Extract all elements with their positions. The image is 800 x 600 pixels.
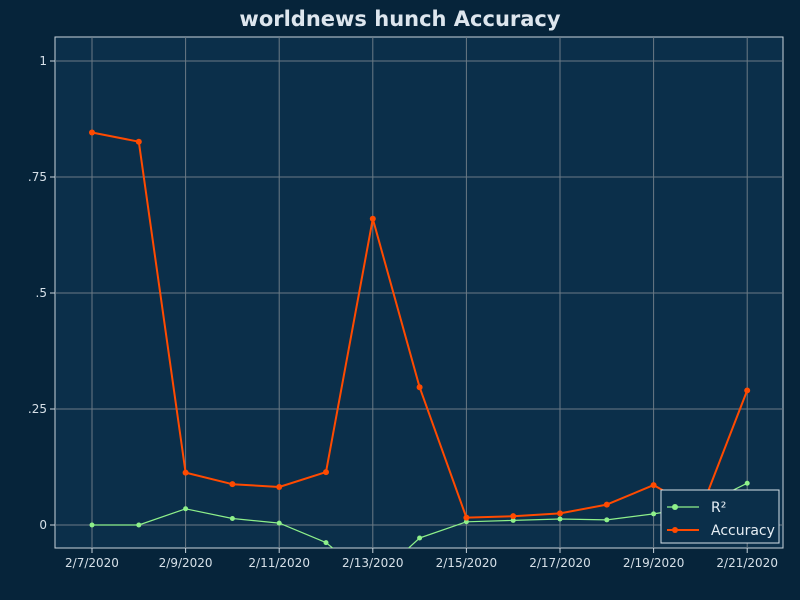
data-point bbox=[89, 129, 95, 136]
data-point bbox=[417, 535, 423, 541]
data-point bbox=[183, 506, 189, 512]
legend-item: R² bbox=[667, 500, 726, 516]
y-axis: 0 .25 .5 .75 1 bbox=[28, 54, 55, 532]
legend-box bbox=[660, 489, 780, 544]
data-point bbox=[744, 387, 751, 394]
x-tick-label: 2/9/2020 bbox=[159, 556, 213, 570]
data-point bbox=[89, 522, 95, 528]
data-point bbox=[229, 516, 235, 522]
x-tick-label: 2/13/2020 bbox=[342, 556, 404, 570]
data-point bbox=[603, 501, 610, 508]
legend-label: R² bbox=[711, 500, 726, 516]
data-point bbox=[463, 514, 470, 521]
x-tick-label: 2/19/2020 bbox=[623, 556, 685, 570]
y-tick-label: 0 bbox=[39, 518, 47, 532]
legend-label: Accuracy bbox=[711, 523, 775, 539]
data-point bbox=[276, 483, 283, 490]
series-layer bbox=[89, 129, 751, 583]
data-point bbox=[370, 578, 375, 583]
data-point bbox=[510, 517, 516, 523]
data-point bbox=[557, 510, 563, 517]
data-point bbox=[323, 540, 329, 546]
data-point bbox=[323, 469, 329, 476]
data-point bbox=[651, 511, 657, 517]
series-r-squared bbox=[89, 480, 750, 583]
data-point bbox=[650, 482, 657, 489]
y-tick-label: .5 bbox=[36, 286, 47, 300]
y-tick-label: .25 bbox=[28, 402, 47, 416]
x-tick-label: 2/11/2020 bbox=[248, 556, 310, 570]
data-point bbox=[182, 469, 189, 476]
x-tick-label: 2/21/2020 bbox=[716, 556, 778, 570]
y-tick-label: .75 bbox=[28, 170, 47, 184]
x-axis: 2/7/2020 2/9/2020 2/11/2020 2/13/2020 2/15/2… bbox=[65, 548, 778, 570]
data-point bbox=[416, 384, 423, 391]
data-point bbox=[276, 520, 282, 526]
data-point bbox=[135, 138, 142, 145]
y-tick-label: 1 bbox=[39, 54, 47, 68]
data-point bbox=[744, 480, 750, 486]
data-point bbox=[463, 519, 469, 525]
legend-swatch-marker bbox=[672, 527, 678, 533]
data-point bbox=[136, 522, 142, 528]
data-point bbox=[229, 481, 236, 488]
legend-swatch-marker bbox=[672, 504, 678, 510]
data-point bbox=[369, 215, 376, 222]
series-accuracy bbox=[89, 129, 751, 521]
data-point bbox=[604, 517, 610, 523]
legend: R² Accuracy bbox=[660, 489, 780, 544]
x-tick-label: 2/15/2020 bbox=[436, 556, 498, 570]
data-point bbox=[557, 516, 563, 522]
chart-title: worldnews hunch Accuracy bbox=[239, 7, 560, 31]
x-tick-label: 2/7/2020 bbox=[65, 556, 119, 570]
legend-item: Accuracy bbox=[667, 523, 775, 539]
data-point bbox=[510, 513, 517, 520]
x-tick-label: 2/17/2020 bbox=[529, 556, 591, 570]
